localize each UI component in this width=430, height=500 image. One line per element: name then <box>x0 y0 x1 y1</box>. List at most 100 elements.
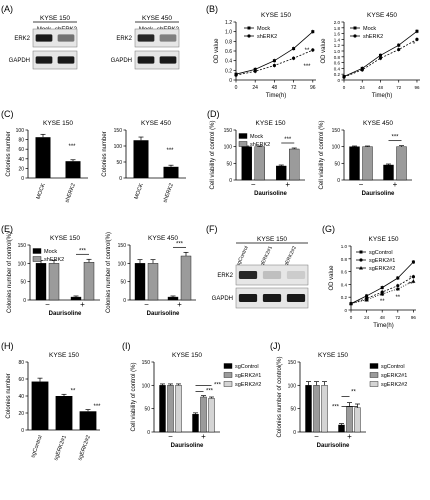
chart-title: KYSE 150 <box>257 236 287 243</box>
y-axis-label: Cell viability of control (%) <box>319 120 325 189</box>
x-tick-label: + <box>393 180 398 189</box>
x-tick-label: + <box>347 432 352 441</box>
panel-label: (B) <box>206 4 218 14</box>
x-tick-label: + <box>177 300 182 309</box>
x-tick-label: sgControl <box>30 435 44 459</box>
bar <box>396 146 407 181</box>
bar <box>159 385 166 433</box>
x-axis-label: Daurisoline <box>171 443 204 449</box>
legend-label: sgControl <box>381 364 405 370</box>
legend-marker <box>353 26 357 30</box>
bar <box>321 385 328 433</box>
blot-membrane <box>32 28 78 48</box>
blot-band <box>137 34 155 42</box>
x-axis-label: Daurisoline <box>49 311 82 317</box>
y-tick-label: 150 <box>18 243 27 249</box>
x-tick-label: 96 <box>310 85 316 91</box>
lane-label: sgControl <box>235 245 249 267</box>
y-tick-label: 0.6 <box>334 61 341 66</box>
x-tick-label: − <box>251 180 256 189</box>
y-tick-label: 50 <box>116 160 122 166</box>
y-tick-label: 100 <box>288 383 297 389</box>
bar <box>31 381 49 430</box>
bar <box>48 263 60 301</box>
legend-label: sgERK2#2 <box>381 382 407 388</box>
y-tick-label: 1.2 <box>334 43 341 48</box>
y-tick-label: 0 <box>119 176 122 182</box>
bar <box>383 164 394 181</box>
legend-swatch <box>369 381 379 387</box>
y-tick-label: 100 <box>18 261 27 267</box>
x-axis-label: Daurisoline <box>147 311 180 317</box>
x-tick-label: 24 <box>364 315 370 320</box>
significance-marker: ** <box>351 390 356 396</box>
significance-marker: *** <box>284 137 292 143</box>
bar <box>313 385 320 433</box>
legend-marker <box>359 266 363 270</box>
y-tick-label: 1.0 <box>334 49 341 54</box>
bar <box>134 263 146 301</box>
blot-membrane <box>134 28 180 48</box>
x-tick-label: 72 <box>291 85 297 91</box>
y-axis-label: Colonies number of control(%) <box>106 232 112 313</box>
x-tick-label: 24 <box>252 85 258 91</box>
bar <box>79 411 97 430</box>
panel-label: (D) <box>207 109 220 119</box>
row-label: ERK2 <box>217 273 233 279</box>
x-tick-label: 0 <box>343 85 346 90</box>
bar <box>241 146 252 181</box>
row-label: GAPDH <box>111 58 132 64</box>
y-tick-label: 0 <box>293 430 296 436</box>
x-tick-label: sgERK2#1 <box>53 435 68 462</box>
blot-band <box>137 56 155 64</box>
x-tick-label: + <box>285 180 290 189</box>
x-tick-label: MOCK <box>36 182 47 200</box>
blot-band <box>238 271 258 279</box>
bar <box>55 396 73 430</box>
x-tick-label: sgERK2#2 <box>77 435 92 462</box>
row-label: ERK2 <box>116 36 132 42</box>
legend-label: Mock <box>363 26 376 32</box>
blot-band <box>57 56 75 64</box>
significance-marker: *** <box>303 64 311 70</box>
row-label: GAPDH <box>212 296 233 302</box>
significance-marker: *** <box>214 383 222 389</box>
significance-marker: ** <box>395 295 400 301</box>
y-tick-label: 0 <box>21 176 24 182</box>
y-tick-label: 1.6 <box>334 32 341 37</box>
chart-title: KYSE 150 <box>40 15 70 22</box>
y-tick-label: 0 <box>337 178 340 184</box>
legend-swatch <box>223 381 233 387</box>
x-tick-label: 0 <box>235 85 238 91</box>
legend-label: shERK2 <box>250 142 270 148</box>
x-tick-label: + <box>80 300 85 309</box>
chart-title: KYSE 150 <box>49 352 79 359</box>
x-axis-label: Time(h) <box>373 323 393 329</box>
bar <box>254 146 265 181</box>
y-axis-label: Colonies number <box>6 373 12 418</box>
bar <box>167 385 174 433</box>
significance-marker: ** <box>71 389 76 395</box>
blot-band <box>238 294 258 302</box>
series-line <box>343 39 418 78</box>
y-axis-label: Colonies number <box>6 131 12 176</box>
legend-label: Mock <box>257 26 270 32</box>
legend-label: sgControl <box>235 364 259 370</box>
legend-label: sgERK2#2 <box>369 266 395 272</box>
bar <box>362 146 373 181</box>
x-tick-label: 48 <box>378 85 384 90</box>
x-tick-label: 48 <box>272 85 278 91</box>
y-tick-label: 0.8 <box>341 257 348 262</box>
chart-title: KYSE 450 <box>363 120 393 127</box>
significance-marker: *** <box>176 241 184 247</box>
y-axis-label: OD value <box>321 38 327 64</box>
chart-title: KYSE 150 <box>172 352 202 359</box>
panel-label: (J) <box>270 341 281 351</box>
x-tick-label: + <box>201 432 206 441</box>
significance-marker: * <box>409 276 412 282</box>
y-tick-label: 150 <box>288 360 297 366</box>
blot-band <box>159 34 177 42</box>
legend-label: Mock <box>44 249 57 255</box>
y-tick-label: 1.0 <box>225 30 232 36</box>
